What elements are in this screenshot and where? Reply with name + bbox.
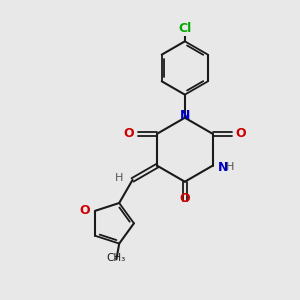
Text: Cl: Cl	[178, 22, 191, 35]
Text: H: H	[115, 173, 124, 183]
Text: H: H	[226, 163, 234, 172]
Text: O: O	[80, 204, 90, 217]
Text: O: O	[123, 127, 134, 140]
Text: O: O	[179, 192, 190, 205]
Text: N: N	[180, 109, 190, 122]
Text: CH₃: CH₃	[107, 253, 126, 263]
Text: O: O	[236, 127, 246, 140]
Text: N: N	[218, 161, 228, 174]
